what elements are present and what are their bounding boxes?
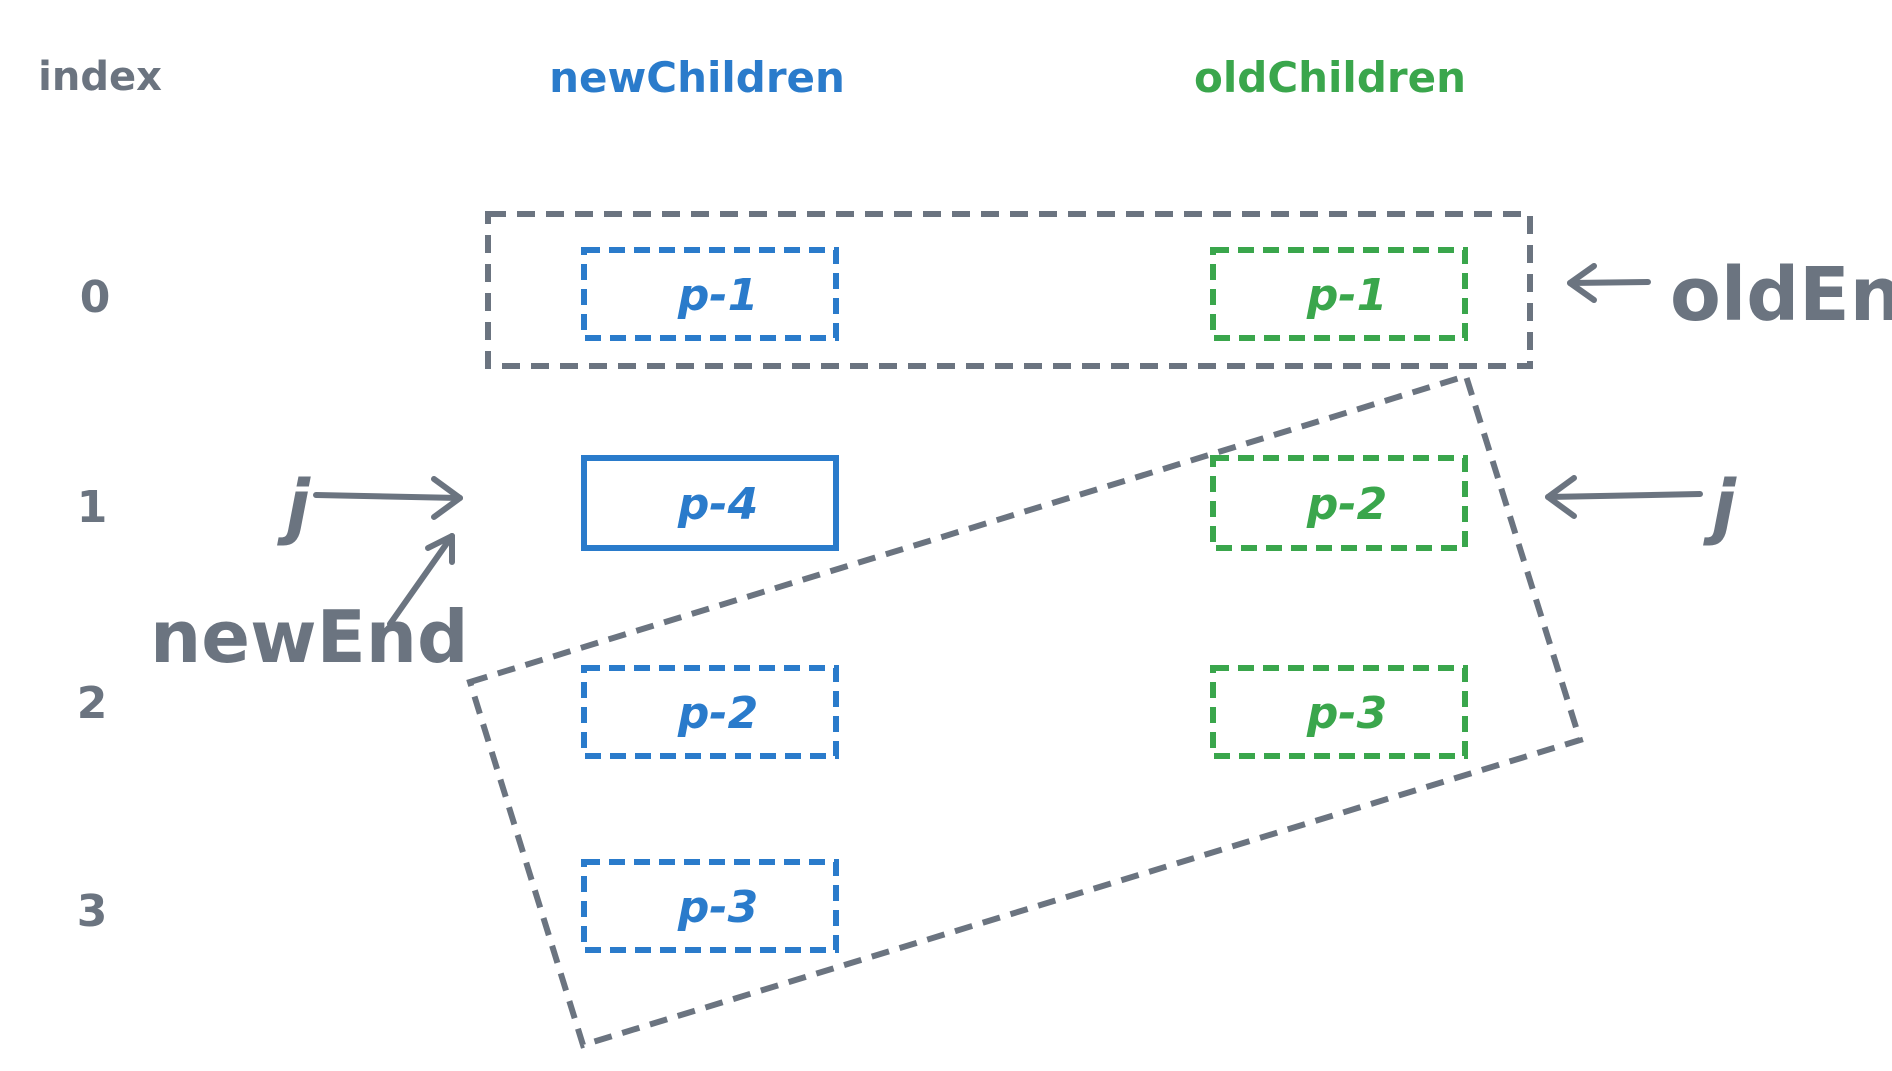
old-children-column: p-1 p-2 p-3 [1210, 247, 1468, 759]
new-node-box [581, 455, 839, 551]
matched-suffix-box [466, 372, 1584, 1049]
old-node-box [1210, 247, 1468, 341]
new-node-label: p-2 [677, 688, 758, 739]
j-old-label: j [1703, 465, 1737, 547]
new-end-label: newEnd [150, 595, 469, 679]
j-old-arrow-head [1545, 475, 1577, 519]
header-index: index [38, 54, 162, 100]
j-new-arrow-shaft [313, 492, 463, 501]
old-end-pointer: oldEnd [1567, 252, 1892, 338]
old-end-arrow-head [1567, 263, 1597, 303]
old-node-label: p-1 [1306, 270, 1387, 321]
old-end-arrow-shaft [1567, 279, 1651, 286]
index-label: 1 [77, 482, 108, 533]
new-children-column: p-1 p-4 p-2 p-3 [581, 247, 839, 953]
header-old-children: oldChildren [1194, 53, 1466, 102]
old-end-label: oldEnd [1670, 252, 1892, 338]
old-node-label: p-2 [1306, 479, 1387, 530]
index-label: 2 [77, 678, 108, 729]
old-node-box [1210, 455, 1468, 551]
j-old-pointer: j [1545, 465, 1737, 547]
old-node-box [1210, 665, 1468, 759]
j-old-arrow-shaft [1545, 491, 1703, 500]
new-end-arrow-shaft [387, 533, 455, 627]
header-new-children: newChildren [549, 53, 845, 102]
new-node-label: p-4 [677, 479, 758, 530]
new-node-box [581, 859, 839, 953]
new-node-box [581, 247, 839, 341]
new-end-pointer: newEnd [150, 533, 469, 679]
old-node-label: p-3 [1306, 688, 1387, 739]
index-label: 0 [80, 272, 111, 323]
new-node-label: p-3 [677, 882, 758, 933]
j-new-label: j [277, 465, 311, 547]
j-new-arrow-head [431, 476, 463, 520]
new-end-arrow-head [425, 533, 455, 565]
j-new-pointer: j [277, 465, 463, 547]
matched-prefix-box [485, 211, 1533, 369]
new-node-label: p-1 [677, 270, 758, 321]
new-node-box [581, 665, 839, 759]
index-label: 3 [77, 886, 108, 937]
index-column: 0 1 2 3 [77, 272, 111, 937]
